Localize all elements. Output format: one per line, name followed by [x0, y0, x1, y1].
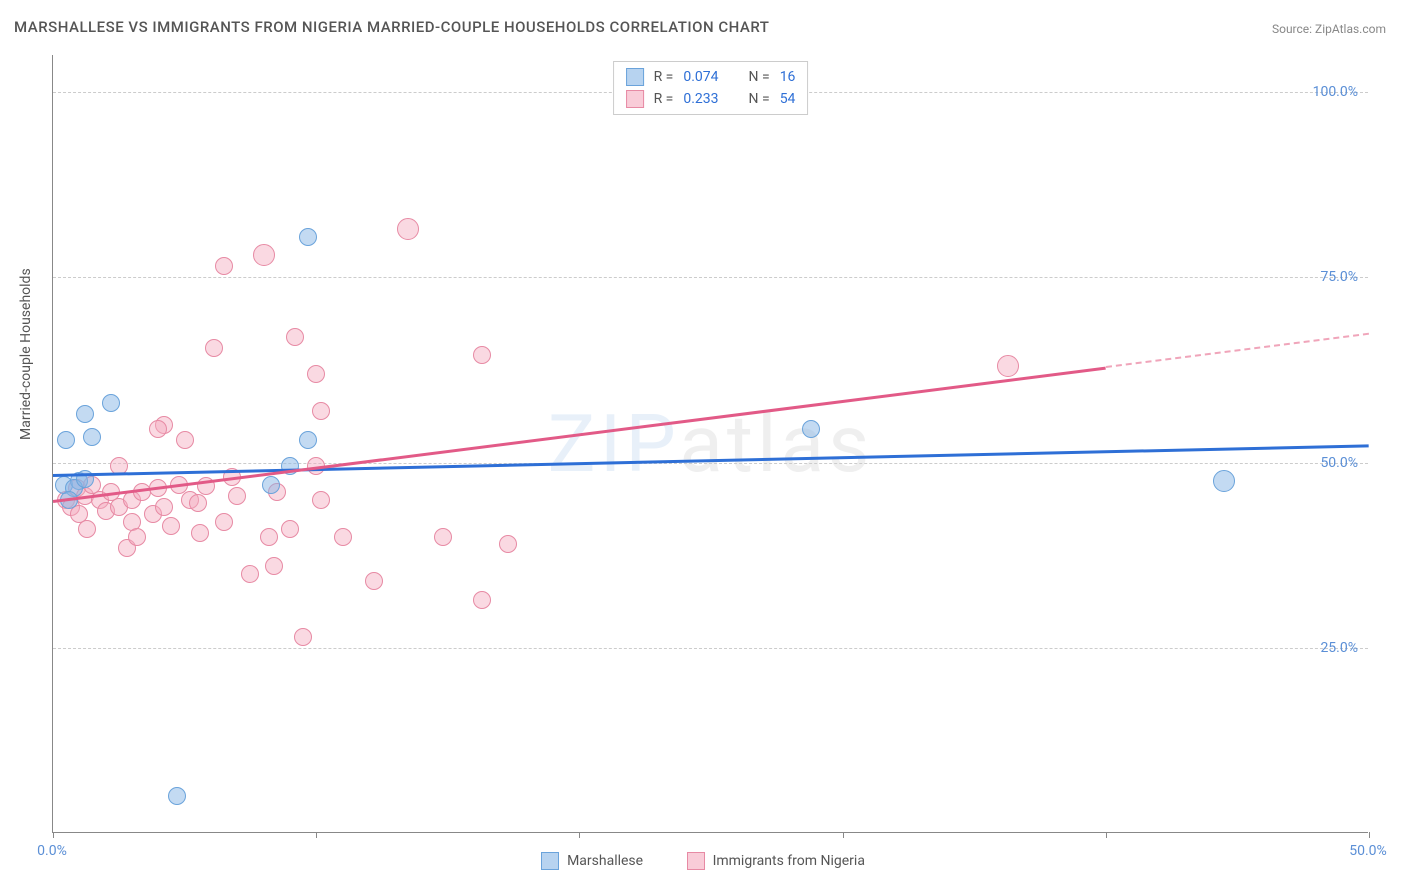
- data-point: [215, 513, 233, 531]
- r-label: R =: [654, 91, 674, 107]
- y-tick-label: 25.0%: [1320, 640, 1358, 656]
- data-point: [997, 355, 1019, 377]
- data-point: [499, 535, 517, 553]
- data-point: [191, 524, 209, 542]
- swatch-pink-icon: [687, 852, 705, 870]
- data-point: [155, 498, 173, 516]
- data-point: [312, 402, 330, 420]
- legend-item-pink: Immigrants from Nigeria: [687, 852, 865, 870]
- trend-line: [53, 444, 1369, 476]
- trend-line: [1106, 333, 1369, 368]
- legend-label-pink: Immigrants from Nigeria: [713, 853, 865, 869]
- data-point: [473, 591, 491, 609]
- chart-container: MARSHALLESE VS IMMIGRANTS FROM NIGERIA M…: [0, 0, 1406, 892]
- series-legend: Marshallese Immigrants from Nigeria: [0, 852, 1406, 874]
- x-tick: [843, 832, 844, 838]
- data-point: [102, 394, 120, 412]
- data-point: [299, 431, 317, 449]
- data-point: [802, 420, 820, 438]
- gridline: [53, 277, 1368, 278]
- data-point: [434, 528, 452, 546]
- data-point: [334, 528, 352, 546]
- x-tick: [316, 832, 317, 838]
- swatch-pink-icon: [626, 90, 644, 108]
- data-point: [286, 328, 304, 346]
- data-point: [241, 565, 259, 583]
- correlation-legend: R = 0.074 N = 16 R = 0.233 N = 54: [613, 61, 809, 115]
- data-point: [397, 218, 419, 240]
- data-point: [260, 528, 278, 546]
- data-point: [205, 339, 223, 357]
- x-tick-label: 0.0%: [37, 843, 67, 859]
- y-tick-label: 100.0%: [1313, 84, 1358, 100]
- watermark: ZIPatlas: [548, 397, 874, 491]
- data-point: [1213, 470, 1235, 492]
- data-point: [228, 487, 246, 505]
- source-attribution: Source: ZipAtlas.com: [1272, 22, 1386, 36]
- source-value: ZipAtlas.com: [1315, 22, 1386, 36]
- data-point: [262, 476, 280, 494]
- x-tick: [1369, 832, 1370, 838]
- legend-row-pink: R = 0.233 N = 54: [626, 88, 796, 110]
- data-point: [76, 405, 94, 423]
- x-tick-label: 50.0%: [1349, 843, 1387, 859]
- chart-title: MARSHALLESE VS IMMIGRANTS FROM NIGERIA M…: [14, 18, 769, 36]
- data-point: [57, 431, 75, 449]
- data-point: [365, 572, 383, 590]
- n-value-blue: 16: [780, 69, 796, 85]
- data-point: [78, 520, 96, 538]
- swatch-blue-icon: [541, 852, 559, 870]
- legend-label-blue: Marshallese: [567, 853, 643, 869]
- source-label: Source:: [1272, 22, 1312, 36]
- data-point: [128, 528, 146, 546]
- n-label: N =: [749, 91, 770, 107]
- legend-row-blue: R = 0.074 N = 16: [626, 66, 796, 88]
- data-point: [162, 517, 180, 535]
- y-tick-label: 50.0%: [1320, 455, 1358, 471]
- r-label: R =: [654, 69, 674, 85]
- data-point: [149, 420, 167, 438]
- data-point: [294, 628, 312, 646]
- data-point: [215, 257, 233, 275]
- data-point: [189, 494, 207, 512]
- n-label: N =: [749, 69, 770, 85]
- watermark-zip: ZIP: [548, 397, 680, 491]
- y-axis-label: Married-couple Households: [18, 268, 34, 440]
- x-tick: [1106, 832, 1107, 838]
- data-point: [168, 787, 186, 805]
- data-point: [281, 520, 299, 538]
- x-tick: [53, 832, 54, 838]
- y-tick-label: 75.0%: [1320, 269, 1358, 285]
- data-point: [253, 244, 275, 266]
- data-point: [299, 228, 317, 246]
- data-point: [312, 491, 330, 509]
- data-point: [83, 428, 101, 446]
- r-value-pink: 0.233: [683, 91, 718, 107]
- legend-item-blue: Marshallese: [541, 852, 643, 870]
- n-value-pink: 54: [780, 91, 796, 107]
- trend-line: [53, 366, 1106, 502]
- swatch-blue-icon: [626, 68, 644, 86]
- gridline: [53, 648, 1368, 649]
- data-point: [176, 431, 194, 449]
- gridline: [53, 463, 1368, 464]
- r-value-blue: 0.074: [683, 69, 718, 85]
- x-tick: [579, 832, 580, 838]
- data-point: [473, 346, 491, 364]
- plot-area: ZIPatlas R = 0.074 N = 16 R = 0.233 N = …: [52, 55, 1368, 833]
- data-point: [265, 557, 283, 575]
- data-point: [307, 365, 325, 383]
